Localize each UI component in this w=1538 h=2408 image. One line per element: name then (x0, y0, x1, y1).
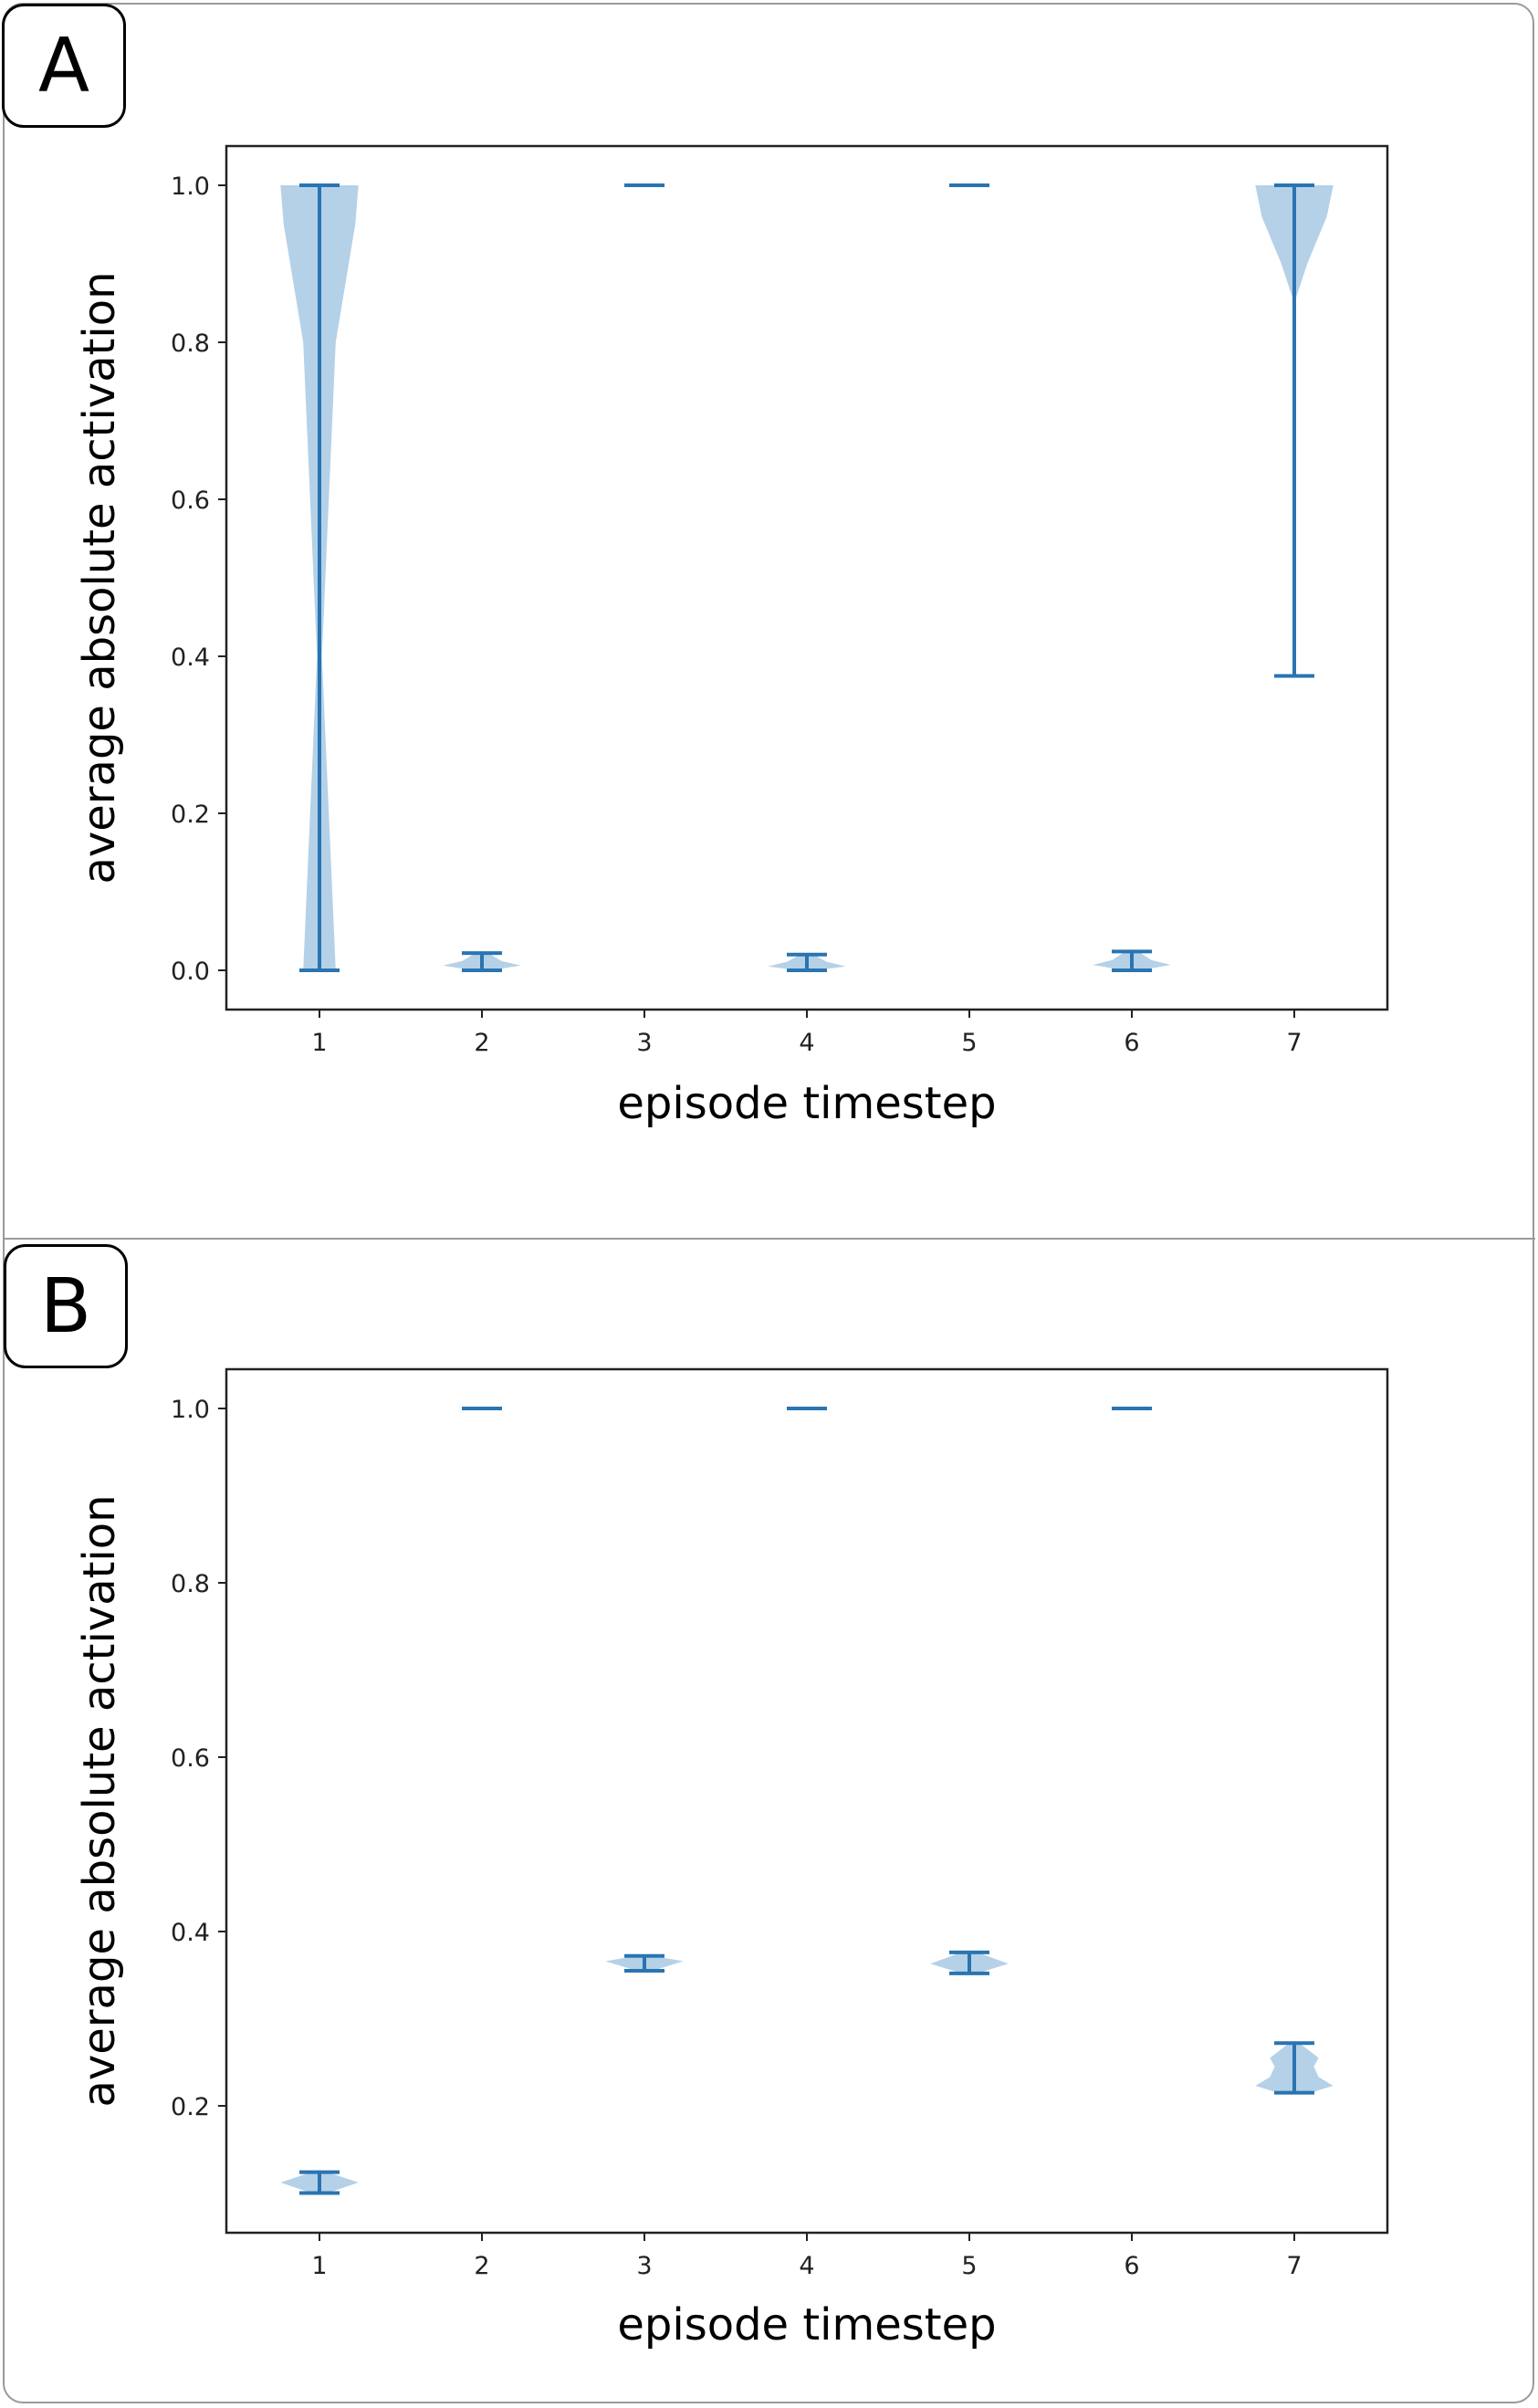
x-tick-label: 1 (311, 2252, 327, 2280)
x-tick-label: 2 (474, 1029, 489, 1057)
y-tick-label: 0.2 (171, 2093, 210, 2121)
y-tick-label: 0.0 (171, 958, 210, 986)
x-tick-label: 3 (636, 1029, 652, 1057)
y-tick-label: 1.0 (171, 1396, 210, 1424)
plot-area-frame (225, 1367, 1389, 2235)
y-tick-label: 1.0 (171, 173, 210, 201)
y-tick-label: 0.4 (171, 1919, 210, 1947)
violin-chart-b: 0.2 0.4 0.6 0.8 1.0 1 2 3 4 5 6 7 episode timestep av… (74, 1367, 1389, 2350)
panel-label-a: A (2, 4, 126, 128)
figure-frame (3, 3, 1534, 2403)
x-tick-label: 6 (1124, 2252, 1139, 2280)
x-tick-label: 4 (799, 2252, 814, 2280)
violin-chart-a: 0.0 0.2 0.4 0.6 0.8 1.0 1 2 3 4 5 6 7 episode timeste… (74, 144, 1389, 1129)
panel-divider (3, 1238, 1535, 1240)
x-tick-label: 7 (1286, 1029, 1302, 1057)
y-axis-title: average absolute activation (74, 1494, 125, 2107)
x-tick-label: 3 (636, 2252, 652, 2280)
plot-area-frame (225, 144, 1389, 1011)
y-tick-label: 0.8 (171, 330, 210, 358)
x-axis-title: episode timestep (617, 2299, 996, 2350)
x-tick-label: 6 (1124, 1029, 1139, 1057)
x-tick-label: 4 (799, 1029, 814, 1057)
y-tick-label: 0.4 (171, 644, 210, 672)
x-tick-label: 2 (474, 2252, 489, 2280)
x-tick-label: 7 (1286, 2252, 1302, 2280)
x-axis-title: episode timestep (617, 1078, 996, 1129)
y-tick-label: 0.2 (171, 801, 210, 829)
panel-label-b: B (4, 1244, 128, 1368)
y-tick-label: 0.8 (171, 1570, 210, 1598)
x-tick-label: 5 (961, 2252, 977, 2280)
x-tick-label: 1 (311, 1029, 327, 1057)
y-axis-title: average absolute activation (74, 271, 125, 884)
y-tick-label: 0.6 (171, 487, 210, 515)
y-tick-label: 0.6 (171, 1744, 210, 1773)
x-tick-label: 5 (961, 1029, 977, 1057)
